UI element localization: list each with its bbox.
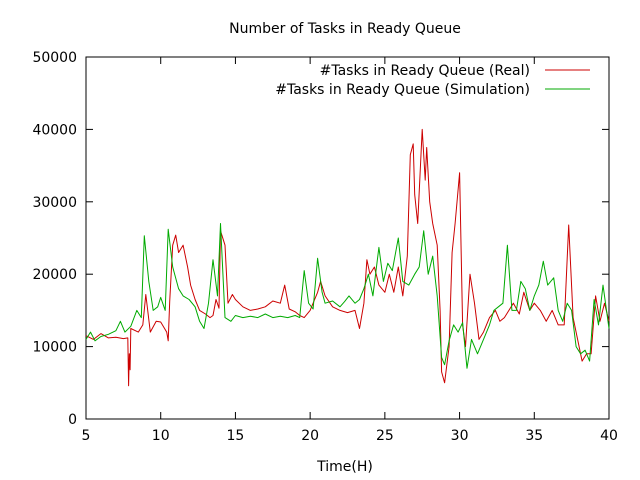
y-tick-label: 40000 <box>32 122 77 138</box>
plot-frame <box>85 56 610 420</box>
legend-label-1: #Tasks in Ready Queue (Simulation) <box>275 82 530 98</box>
x-tick-label: 20 <box>301 428 319 444</box>
x-tick-label: 25 <box>376 428 394 444</box>
y-tick-label: 30000 <box>32 195 77 211</box>
y-tick-label: 20000 <box>32 267 77 283</box>
y-tick-label: 0 <box>68 412 77 428</box>
axis-ticks: 5 10 15 20 25 30 35 40 0 10000 20000 30000 40000 5000… <box>32 50 617 444</box>
x-tick-label: 5 <box>82 428 91 444</box>
legend-label-0: #Tasks in Ready Queue (Real) <box>320 63 530 79</box>
chart-title: Number of Tasks in Ready Queue <box>229 21 461 37</box>
y-tick-label: 50000 <box>32 50 77 66</box>
x-tick-label: 10 <box>152 428 170 444</box>
series-line-0 <box>85 128 610 387</box>
y-tick-label: 10000 <box>32 340 77 356</box>
legend: #Tasks in Ready Queue (Real) #Tasks in Re… <box>275 63 590 98</box>
x-tick-label: 40 <box>600 428 618 444</box>
series-layer <box>85 128 610 387</box>
x-tick-label: 15 <box>227 428 245 444</box>
x-tick-label: 35 <box>525 428 543 444</box>
series-line-1 <box>85 223 610 369</box>
x-tick-label: 30 <box>451 428 469 444</box>
x-axis-label: Time(H) <box>316 459 373 475</box>
